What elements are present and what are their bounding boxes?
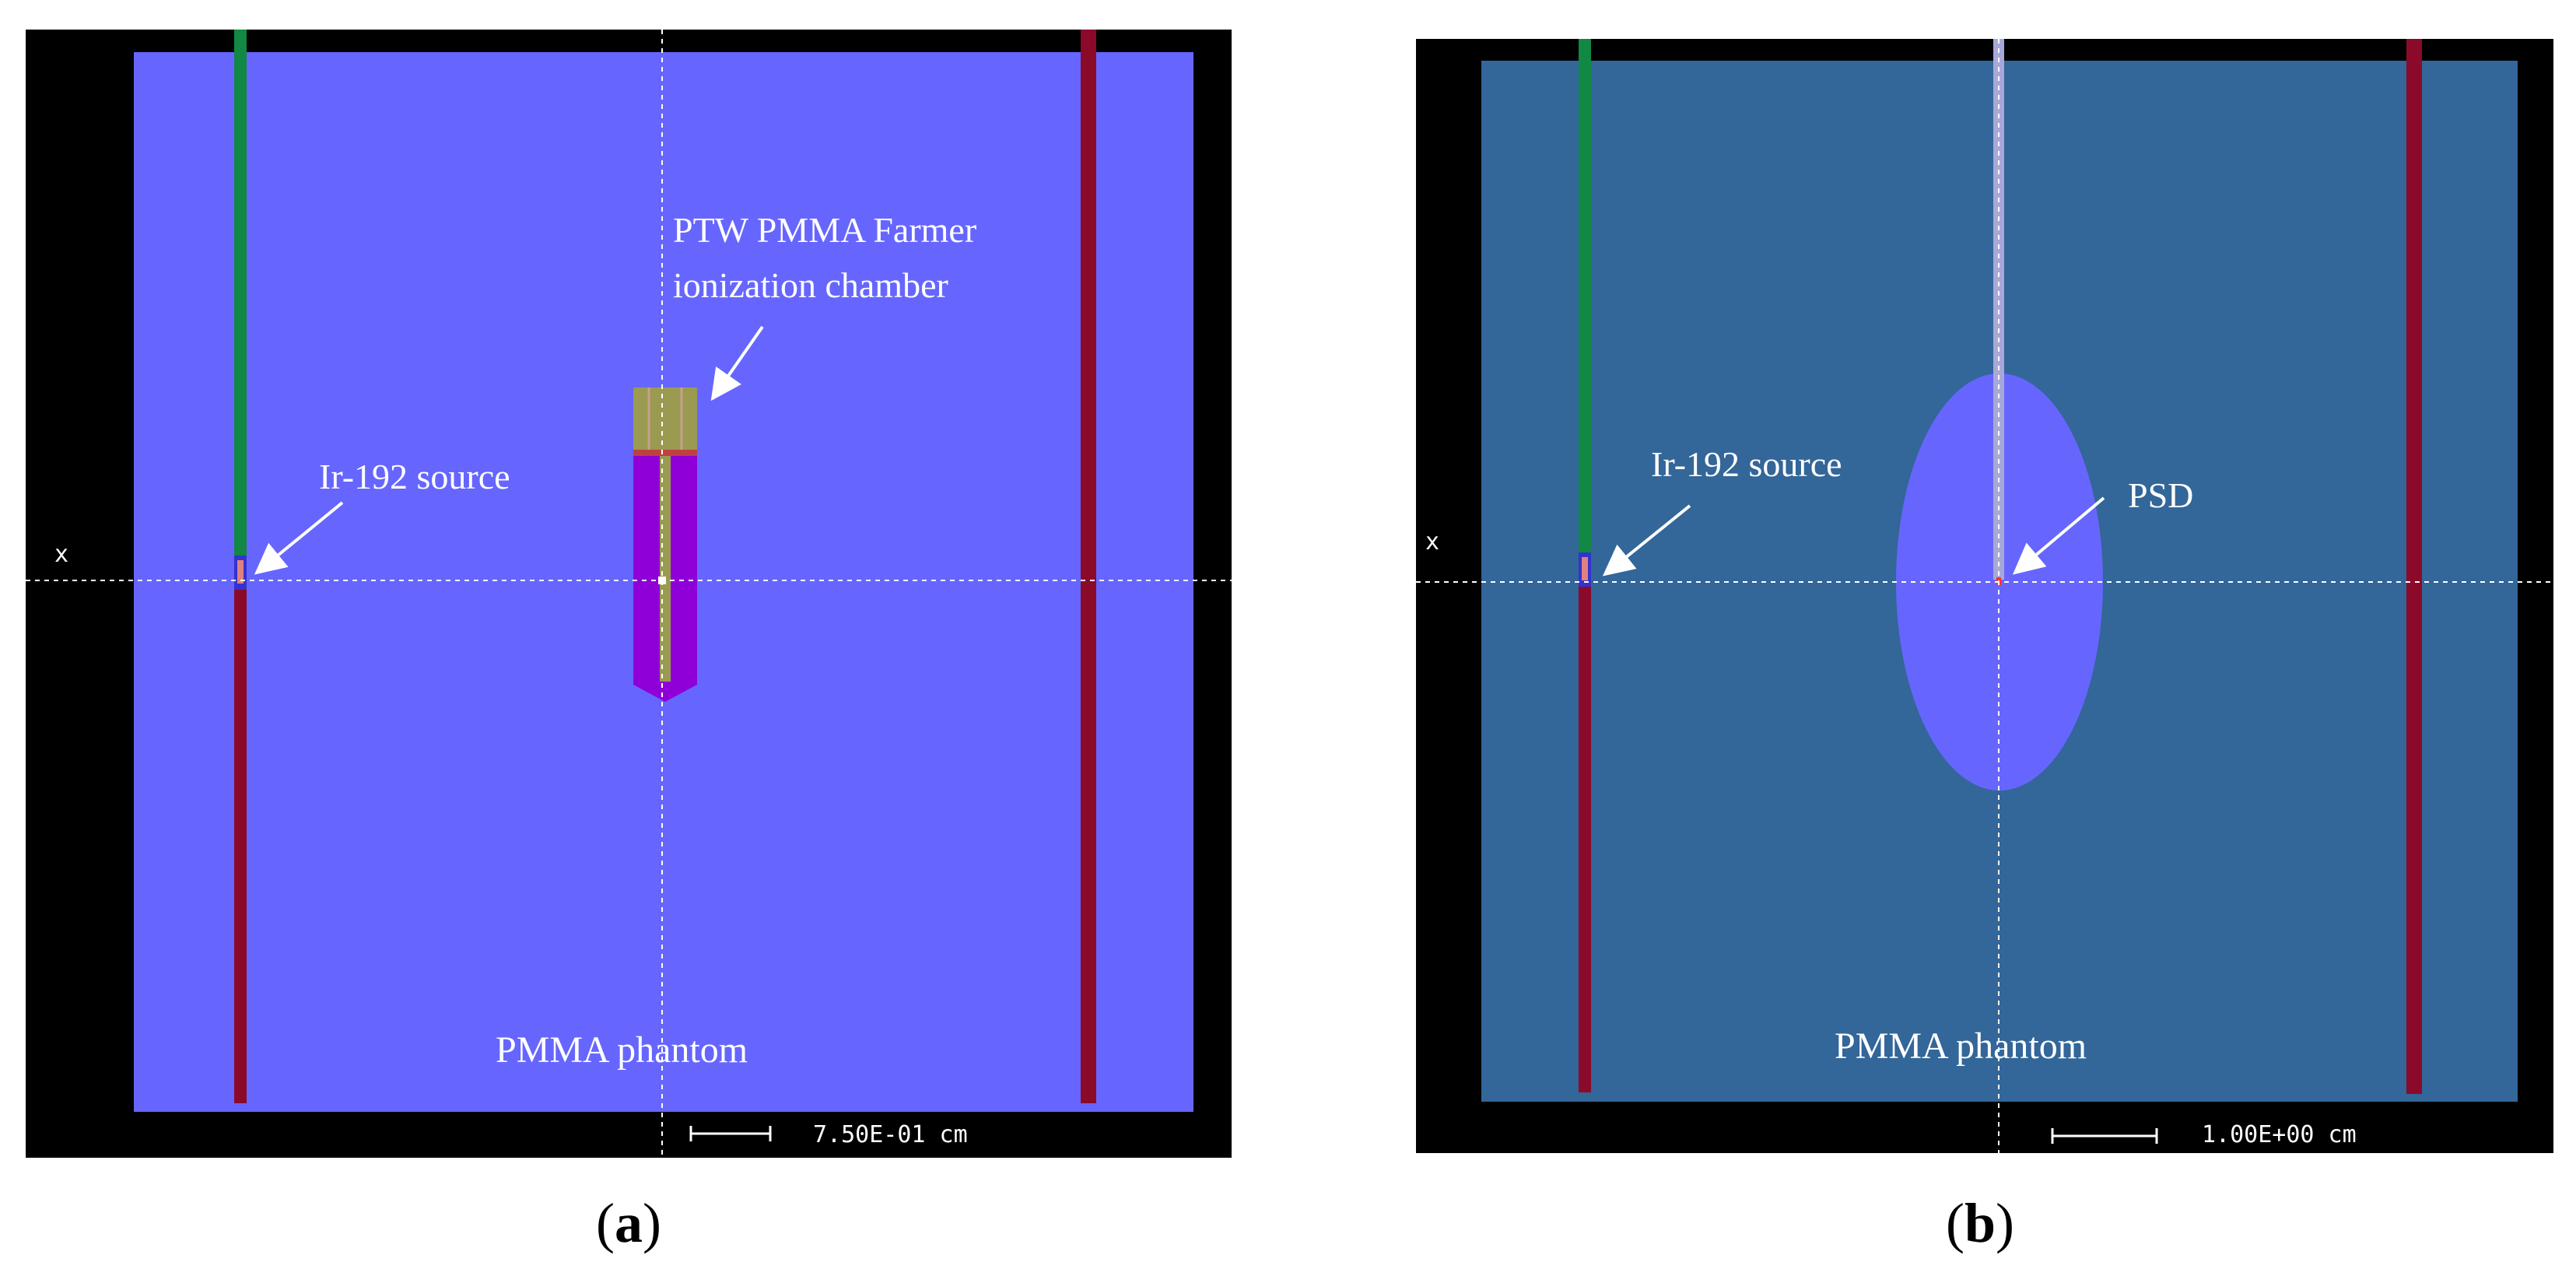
- panel-b-source-core: [1582, 557, 1588, 580]
- panel-a-caption: (a): [596, 1192, 661, 1254]
- panel-a-catheter-upper: [234, 30, 247, 556]
- panel-b: x Ir-192 source PSD PMMA phantom 1.00E+0…: [1416, 39, 2553, 1254]
- chamber-arrow: [710, 325, 764, 401]
- panel-a-axis-marker: x: [54, 541, 68, 568]
- chamber-seal: [633, 450, 697, 456]
- psd-fiber: [1993, 39, 2004, 580]
- panel-b-scale-text: 1.00E+00 cm: [2202, 1121, 2357, 1148]
- psd-arrow: [2012, 496, 2105, 575]
- ionization-chamber: [633, 387, 697, 702]
- panel-a-scale-bar: [689, 1126, 772, 1141]
- panel-a-source-label: Ir-192 source: [319, 457, 510, 496]
- panel-a: x PTW PMMA Farmer ionization chamber Ir-…: [26, 30, 1232, 1254]
- chamber-electrode: [660, 456, 671, 682]
- panel-b-phantom-label: PMMA phantom: [1835, 1025, 2087, 1067]
- psd-label: PSD: [2128, 475, 2193, 515]
- panel-b-scale-bar: [2051, 1128, 2158, 1144]
- panel-a-source-arrow: [254, 501, 344, 575]
- chamber-stem: [633, 387, 697, 452]
- panel-b-catheter-lower: [1579, 587, 1591, 1092]
- panel-b-catheter-right: [2406, 39, 2422, 1094]
- panel-a-source-core: [237, 560, 244, 584]
- panel-a-catheter-lower: [234, 590, 247, 1103]
- panel-b-source-arrow: [1602, 504, 1691, 577]
- panel-b-caption: (b): [1946, 1192, 2014, 1254]
- chamber-label-line1: PTW PMMA Farmer: [673, 210, 976, 250]
- chamber-label-line2: ionization chamber: [673, 265, 948, 305]
- panel-b-source-label: Ir-192 source: [1651, 444, 1842, 484]
- panel-b-axis-marker: x: [1425, 528, 1439, 556]
- panel-a-catheter-right: [1081, 30, 1096, 1103]
- panel-b-catheter-upper: [1579, 39, 1591, 552]
- panel-a-center-point: [658, 577, 666, 584]
- panel-a-scale-text: 7.50E-01 cm: [813, 1121, 968, 1148]
- panel-a-phantom-label: PMMA phantom: [496, 1029, 748, 1071]
